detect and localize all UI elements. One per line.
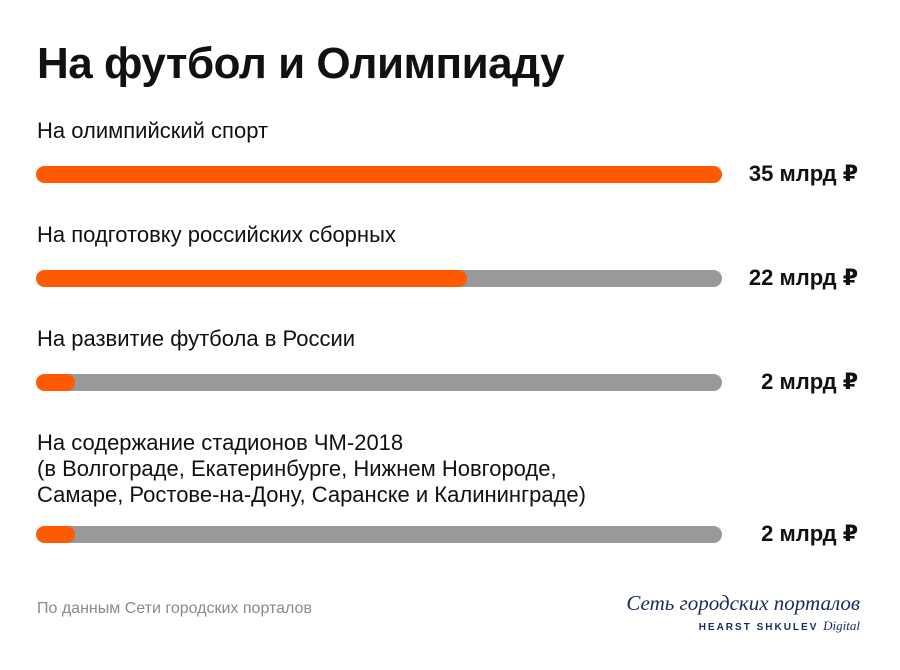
bar: [36, 270, 468, 287]
bar-label: На развитие футбола в России: [37, 326, 356, 351]
bar-value-label: 2 млрд ₽: [761, 369, 858, 394]
publisher-logo: Сеть городских порталов HEARST SHKULEV D…: [626, 590, 860, 634]
bar-label: На подготовку российских сборных: [37, 222, 396, 247]
logo-sub-digital: Digital: [823, 618, 860, 633]
bar-track: [36, 374, 722, 391]
logo-sub-text: HEARST SHKULEV Digital: [626, 618, 860, 634]
bar: [36, 374, 76, 391]
bar-label: На содержание стадионов ЧМ-2018 (в Волго…: [37, 430, 586, 507]
chart-title: На футбол и Олимпиаду: [37, 39, 565, 88]
logo-sub-brand: HEARST SHKULEV: [698, 622, 819, 633]
bar-label: На олимпийский спорт: [37, 118, 269, 143]
bar: [36, 166, 722, 183]
source-note: По данным Сети городских порталов: [37, 600, 312, 617]
logo-main-text: Сеть городских порталов: [626, 591, 860, 615]
bar-track: [36, 166, 722, 183]
bar-value-label: 2 млрд ₽: [761, 521, 858, 546]
bar-track: [36, 526, 722, 543]
bar-track: [36, 270, 722, 287]
bar: [36, 526, 76, 543]
bar-value-label: 35 млрд ₽: [748, 161, 858, 186]
bar-value-label: 22 млрд ₽: [748, 265, 858, 290]
